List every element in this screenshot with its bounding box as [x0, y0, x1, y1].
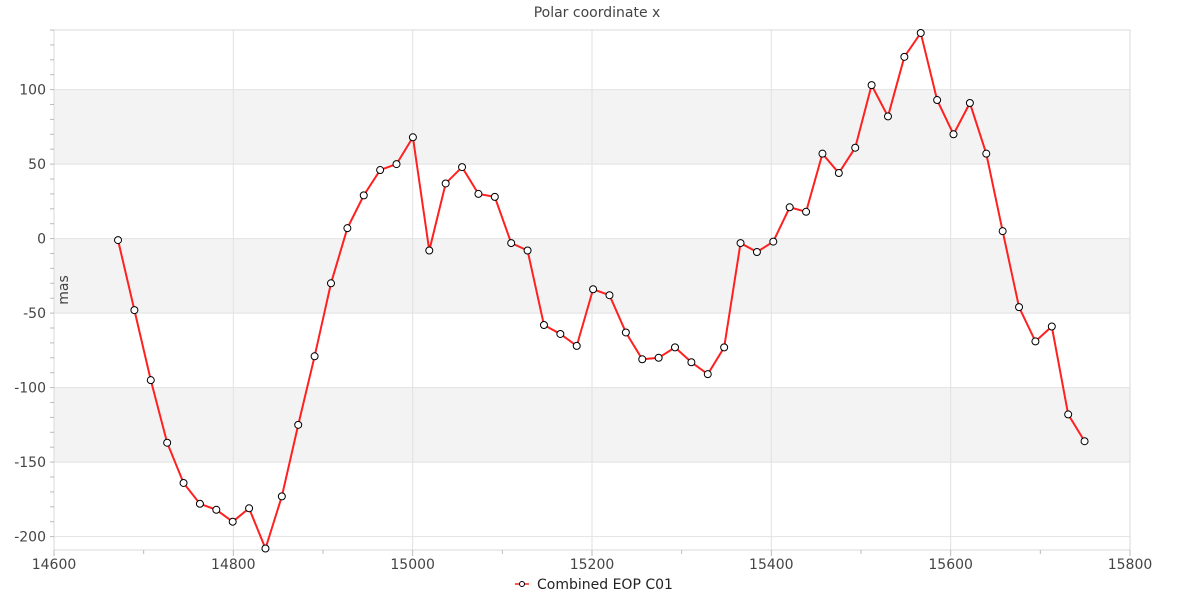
data-point: [277, 492, 286, 501]
data-point: [163, 438, 172, 447]
data-point: [589, 285, 598, 294]
data-point: [883, 112, 892, 121]
data-point: [195, 499, 204, 508]
data-point: [998, 227, 1007, 236]
y-tick-label: -100: [14, 381, 46, 397]
data-point: [114, 236, 123, 245]
data-point: [900, 52, 909, 61]
data-point: [1031, 337, 1040, 346]
x-tick-label: 15800: [1108, 557, 1153, 573]
data-point: [1015, 303, 1024, 312]
data-point: [654, 353, 663, 362]
data-point: [261, 544, 270, 553]
data-point: [539, 321, 548, 330]
data-point: [982, 149, 991, 158]
y-tick-label: -150: [14, 455, 46, 471]
data-point: [523, 246, 532, 255]
data-point: [343, 224, 352, 233]
data-point: [572, 341, 581, 350]
data-point: [965, 99, 974, 108]
chart-title: Polar coordinate x: [534, 5, 661, 21]
data-point: [130, 306, 139, 315]
data-point: [458, 163, 467, 172]
data-point: [310, 352, 319, 361]
x-tick-label: 14600: [32, 557, 77, 573]
x-axis: 14600 14800 15000 15200 15400 15600 15800: [32, 550, 1153, 573]
y-axis: -200 -150 -100 -50 0 50 100: [14, 29, 54, 546]
legend-marker: [519, 581, 525, 587]
data-point: [851, 143, 860, 152]
data-point: [933, 96, 942, 105]
data-point: [376, 166, 385, 175]
data-point: [687, 358, 696, 367]
data-point: [326, 279, 335, 288]
data-point: [408, 133, 417, 142]
data-point: [507, 239, 516, 248]
data-point: [818, 149, 827, 158]
x-tick-label: 15600: [928, 557, 973, 573]
data-point: [1080, 437, 1089, 446]
y-tick-label: 50: [28, 157, 46, 173]
data-point: [949, 130, 958, 139]
data-point: [769, 237, 778, 246]
data-point: [1064, 410, 1073, 419]
data-point: [474, 189, 483, 198]
x-tick-label: 14800: [211, 557, 256, 573]
data-point: [1047, 322, 1056, 331]
legend[interactable]: Combined EOP C01: [515, 577, 673, 593]
y-tick-label: 100: [19, 83, 46, 99]
data-point: [671, 343, 680, 352]
data-point: [245, 504, 254, 513]
data-point: [556, 329, 565, 338]
y-tick-label: -200: [14, 530, 46, 546]
data-point: [359, 191, 368, 200]
x-tick-label: 15000: [390, 557, 435, 573]
data-point: [720, 343, 729, 352]
data-point: [294, 420, 303, 429]
series-line: [117, 30, 1086, 552]
data-point: [605, 291, 614, 300]
data-point: [146, 376, 155, 385]
x-tick-label: 15200: [570, 557, 615, 573]
x-tick-label: 15400: [749, 557, 794, 573]
data-point: [785, 203, 794, 212]
data-point: [834, 169, 843, 178]
data-point: [179, 478, 188, 487]
series-combined-eop-c01: [114, 28, 1089, 553]
data-point: [867, 81, 876, 90]
data-point: [638, 355, 647, 364]
data-point: [441, 179, 450, 188]
data-point: [736, 239, 745, 248]
data-point: [212, 505, 221, 514]
data-point: [916, 28, 925, 37]
data-point: [703, 370, 712, 379]
data-point: [228, 517, 237, 526]
data-point: [490, 192, 499, 201]
y-axis-label: mas: [56, 275, 72, 305]
legend-label: Combined EOP C01: [537, 577, 673, 593]
data-point: [752, 248, 761, 257]
data-point: [621, 328, 630, 337]
data-point: [802, 207, 811, 216]
data-point: [425, 246, 434, 255]
y-tick-label: -50: [23, 306, 46, 322]
data-point: [392, 160, 401, 169]
y-tick-label: 0: [37, 232, 46, 248]
